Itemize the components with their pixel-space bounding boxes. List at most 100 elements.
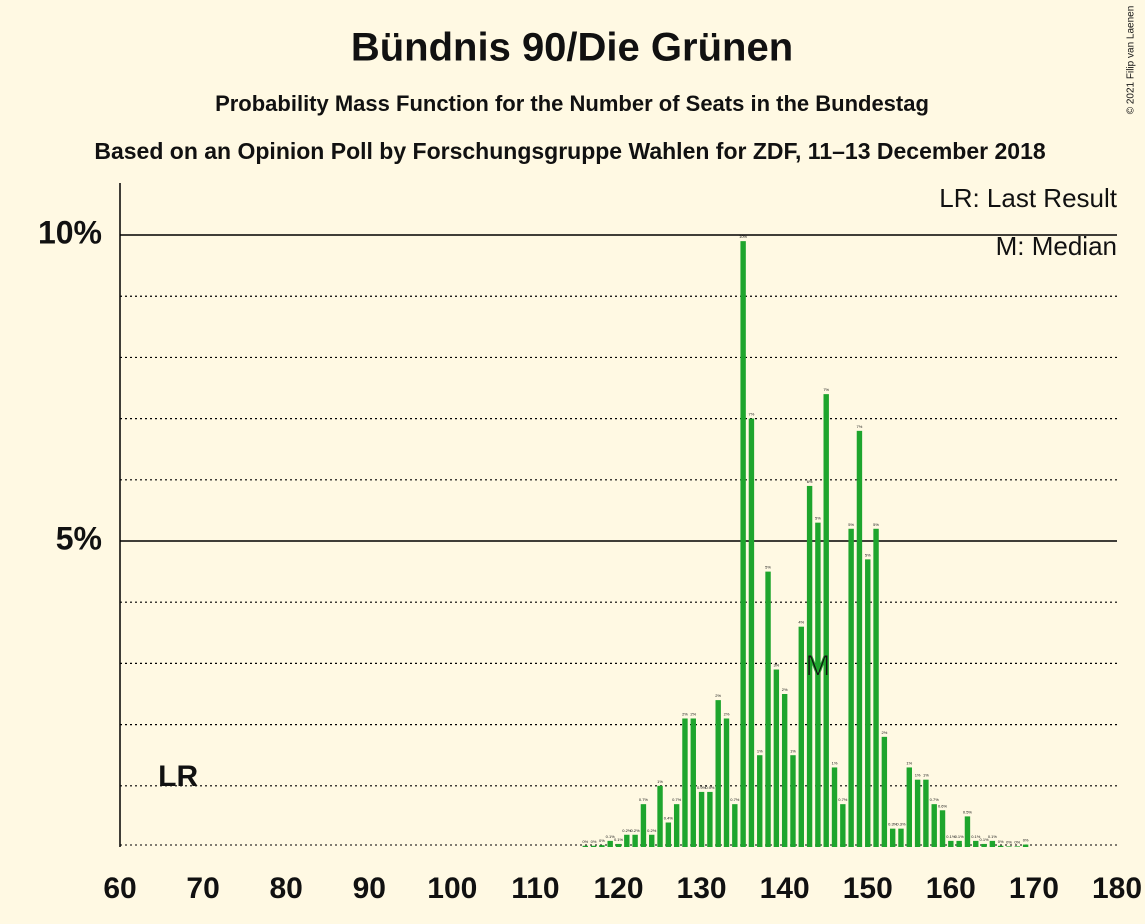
- value-label: 1%: [790, 748, 796, 753]
- value-label: 0.1%: [980, 837, 990, 842]
- bar: [715, 700, 721, 847]
- value-label: 5%: [848, 522, 854, 527]
- bar: [1006, 846, 1012, 847]
- value-label: 2%: [682, 712, 688, 717]
- bar: [657, 785, 663, 847]
- bar: [848, 528, 854, 847]
- value-label: 1%: [832, 761, 838, 766]
- value-label: 2%: [715, 693, 721, 698]
- x-tick-label: 180: [1092, 872, 1142, 905]
- bar: [707, 791, 713, 847]
- bar: [923, 779, 929, 847]
- bar: [665, 822, 672, 847]
- value-label: 0.3%: [896, 822, 906, 827]
- x-tick-label: 70: [186, 872, 219, 905]
- bar: [698, 791, 705, 847]
- chart-title: Bündnis 90/Die Grünen: [351, 26, 793, 70]
- bar: [840, 804, 846, 847]
- bar: [690, 718, 696, 847]
- value-label: 2%: [724, 712, 730, 717]
- value-label: 1%: [923, 773, 929, 778]
- bar: [815, 522, 821, 847]
- value-label: 0.9%: [705, 785, 715, 790]
- x-tick-label: 110: [511, 872, 559, 905]
- bar: [798, 626, 804, 847]
- value-label: 0.3%: [888, 822, 898, 827]
- bar: [582, 845, 588, 847]
- bar: [1014, 846, 1021, 847]
- value-label: 0.7%: [930, 797, 940, 802]
- value-label: 7%: [823, 387, 829, 392]
- value-label: 5%: [865, 552, 871, 557]
- bar: [590, 845, 597, 847]
- bar: [956, 840, 962, 847]
- x-tick-label: 150: [843, 872, 893, 905]
- bar: [981, 843, 987, 847]
- value-label: 1%: [915, 773, 921, 778]
- bar: [997, 845, 1004, 847]
- legend-entry: M: Median: [996, 231, 1117, 261]
- value-label: 5%: [815, 516, 821, 521]
- value-label: 0%: [582, 839, 588, 844]
- value-label: 0.7%: [730, 797, 740, 802]
- chart-source: Based on an Opinion Poll by Forschungsgr…: [94, 138, 1046, 164]
- bar: [906, 767, 912, 847]
- bar: [757, 755, 763, 847]
- x-tick-label: 140: [760, 872, 810, 905]
- value-label: 0.1%: [606, 834, 616, 839]
- x-tick-label: 160: [926, 872, 976, 905]
- value-label: 0.7%: [639, 797, 649, 802]
- value-label: 1%: [657, 779, 663, 784]
- bar: [973, 840, 979, 847]
- bar: [790, 755, 796, 847]
- value-label: 0%: [998, 839, 1004, 844]
- value-label: 10%: [739, 234, 747, 239]
- bar: [889, 828, 896, 847]
- bar: [723, 718, 730, 847]
- value-label: 0.6%: [938, 803, 948, 808]
- x-tick-label: 80: [269, 872, 302, 905]
- bar: [1022, 844, 1029, 847]
- value-label: 0.1%: [955, 834, 965, 839]
- x-tick-label: 100: [427, 872, 477, 905]
- value-label: 0.2%: [622, 828, 632, 833]
- bar: [673, 804, 680, 847]
- bar: [732, 804, 738, 847]
- value-label: 7%: [749, 412, 755, 417]
- chart-subtitle: Probability Mass Function for the Number…: [215, 91, 929, 116]
- value-label: 0.9%: [697, 785, 707, 790]
- bar: [964, 816, 971, 847]
- bar: [856, 430, 863, 847]
- bar: [682, 718, 688, 847]
- value-label: 0%: [591, 839, 597, 844]
- value-label: 0.1%: [614, 837, 624, 842]
- bar: [806, 485, 813, 847]
- value-label: 0.7%: [672, 797, 682, 802]
- value-label: 2%: [782, 687, 788, 692]
- value-label: 1%: [757, 748, 763, 753]
- bar: [640, 804, 647, 847]
- value-label: 0.5%: [963, 809, 973, 814]
- bar: [948, 840, 954, 847]
- bar: [615, 843, 622, 847]
- bar: [599, 845, 605, 847]
- bar: [823, 394, 829, 847]
- value-label: 0%: [1014, 839, 1020, 844]
- bar: [632, 834, 638, 847]
- value-label: 0%: [599, 838, 605, 843]
- value-label: 0.2%: [647, 828, 657, 833]
- value-label: 0.2%: [631, 828, 641, 833]
- bar: [781, 694, 788, 847]
- value-label: 2%: [690, 712, 696, 717]
- bar: [939, 810, 946, 847]
- value-label: 0.7%: [838, 797, 848, 802]
- bar: [989, 840, 996, 847]
- x-tick-label: 120: [593, 872, 643, 905]
- median-marker: M: [805, 650, 830, 683]
- last-result-marker: LR: [158, 760, 198, 793]
- value-label: 5%: [873, 522, 879, 527]
- bar: [881, 736, 888, 847]
- value-label: 0%: [1006, 839, 1012, 844]
- value-label: 6%: [807, 479, 813, 484]
